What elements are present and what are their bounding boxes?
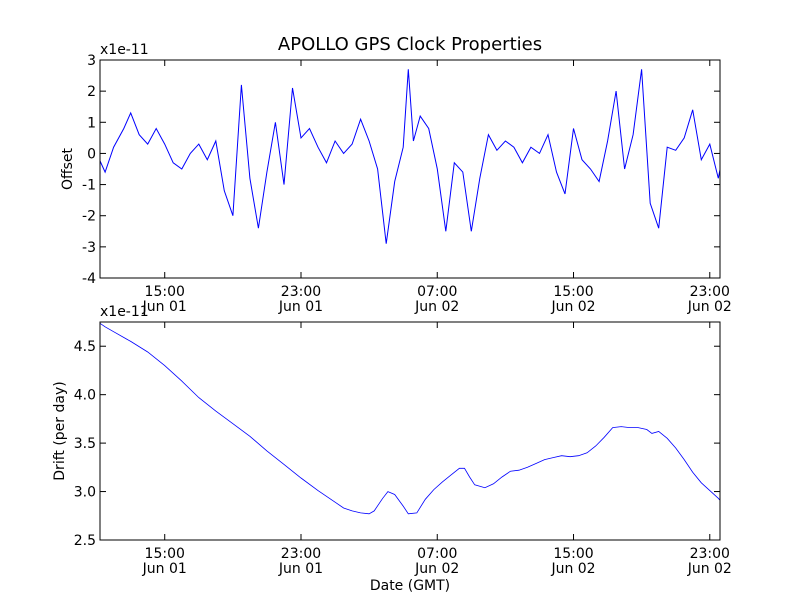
y-tick-label: 3.5 <box>74 436 96 452</box>
y-multiplier-label: x1e-11 <box>100 42 149 58</box>
x-tick-label-date: Jun 01 <box>142 561 187 577</box>
x-tick-label-time: 23:00 <box>690 546 730 562</box>
y-tick-label: -1 <box>82 178 96 194</box>
y-tick-label: 2.5 <box>74 533 96 549</box>
x-tick-label-date: Jun 02 <box>414 561 459 577</box>
x-tick-label-time: 23:00 <box>281 284 321 300</box>
series-line <box>100 322 720 515</box>
x-tick-label-date: Jun 02 <box>550 299 595 315</box>
y-tick-label: -4 <box>82 271 96 287</box>
x-tick-label-time: 23:00 <box>690 284 730 300</box>
x-tick-label-time: 15:00 <box>145 546 185 562</box>
x-tick-label-date: Jun 02 <box>550 561 595 577</box>
x-tick-label-time: 15:00 <box>553 546 593 562</box>
x-axis-label: Date (GMT) <box>370 578 450 594</box>
y-axis-label: Offset <box>60 147 76 190</box>
series-line <box>100 69 720 244</box>
x-tick-label-date: Jun 01 <box>142 299 187 315</box>
y-tick-label: 1 <box>87 115 96 131</box>
y-axis-label: Drift (per day) <box>52 381 68 480</box>
y-tick-label: 4.5 <box>74 339 96 355</box>
y-tick-label: -3 <box>82 240 96 256</box>
chart-title: APOLLO GPS Clock Properties <box>278 34 542 55</box>
x-tick-label-time: 07:00 <box>417 284 457 300</box>
x-tick-label-time: 15:00 <box>553 284 593 300</box>
y-tick-label: -2 <box>82 209 96 225</box>
axes-frame <box>99 59 721 279</box>
y-tick-label: 4.0 <box>74 388 96 404</box>
x-tick-label-date: Jun 01 <box>278 299 323 315</box>
y-tick-label: 3 <box>87 53 96 69</box>
axes-frame <box>99 321 721 541</box>
y-tick-label: 3.0 <box>74 485 96 501</box>
y-tick-label: 2 <box>87 84 96 100</box>
x-tick-label-date: Jun 02 <box>687 561 732 577</box>
x-tick-label-date: Jun 01 <box>278 561 323 577</box>
x-tick-label-date: Jun 02 <box>687 299 732 315</box>
y-multiplier-label: x1e-11 <box>100 304 149 320</box>
y-tick-label: 0 <box>87 146 96 162</box>
x-tick-label-time: 07:00 <box>417 546 457 562</box>
x-tick-label-date: Jun 02 <box>414 299 459 315</box>
x-tick-label-time: 23:00 <box>281 546 321 562</box>
x-tick-label-time: 15:00 <box>145 284 185 300</box>
